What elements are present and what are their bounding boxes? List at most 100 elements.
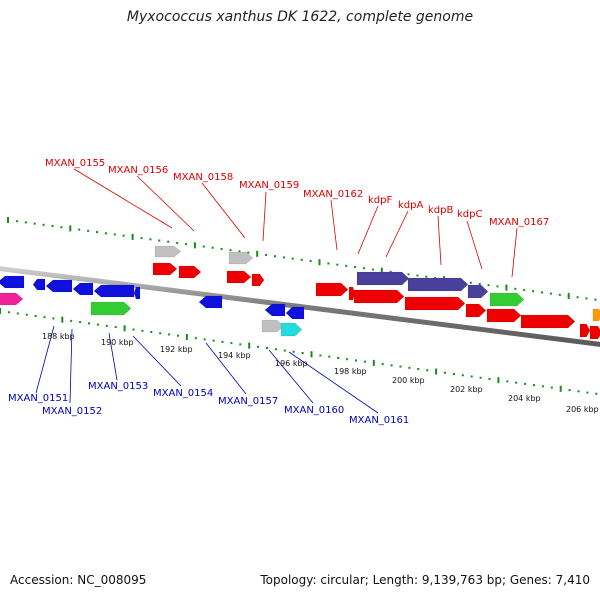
lower-ruler-minor-tick <box>328 355 331 358</box>
gene-grey-a[interactable] <box>154 245 182 258</box>
upper-ruler-minor-tick <box>87 229 90 232</box>
gene-mxan-0152[interactable] <box>45 279 73 293</box>
gene-label-mxan-0161[interactable]: MXAN_0161 <box>349 415 409 426</box>
lower-ruler-minor-tick <box>230 342 233 345</box>
lower-ruler-major-tick <box>0 308 1 314</box>
gene-label-mxan-0167[interactable]: MXAN_0167 <box>489 217 549 228</box>
lower-ruler-minor-tick <box>105 324 108 327</box>
gene-blue-b[interactable] <box>72 282 94 296</box>
upper-ruler-major-tick <box>193 242 196 249</box>
lower-ruler-major-tick <box>185 333 188 340</box>
gene-magenta[interactable] <box>0 292 24 306</box>
callout-mxan-0151 <box>35 325 55 394</box>
callout-mxan-0167 <box>511 227 518 278</box>
lower-ruler-minor-tick <box>203 338 206 341</box>
gene-label-mxan-0156[interactable]: MXAN_0156 <box>108 165 168 176</box>
lower-ruler-minor-tick <box>168 333 171 336</box>
upper-ruler-minor-tick <box>434 276 437 279</box>
gene-mxan-0157b[interactable] <box>285 306 305 320</box>
gene-kdpa[interactable] <box>407 277 469 292</box>
lower-ruler-minor-tick <box>541 385 544 388</box>
lower-ruler-major-tick <box>559 385 562 392</box>
gene-mxan-0157[interactable] <box>264 303 286 317</box>
map-title: Myxococcus xanthus DK 1622, complete gen… <box>126 9 474 25</box>
upper-ruler-minor-tick <box>487 284 490 287</box>
gene-kdp-red-3[interactable] <box>465 303 487 318</box>
accession-text: Accession: NC_008095 <box>10 573 147 587</box>
upper-ruler-minor-tick <box>478 282 481 285</box>
upper-ruler-minor-tick <box>309 260 312 263</box>
upper-ruler-minor-tick <box>291 257 294 260</box>
gene-blue-a[interactable] <box>0 275 25 289</box>
gene-grey-b[interactable] <box>228 251 254 265</box>
gene-label-mxan-0151[interactable]: MXAN_0151 <box>8 393 68 404</box>
gene-label-mxan-0162[interactable]: MXAN_0162 <box>303 189 363 200</box>
gene-mxan-0153[interactable] <box>93 284 135 298</box>
gene-label-mxan-0152[interactable]: MXAN_0152 <box>42 406 102 417</box>
gene-label-mxan-0158[interactable]: MXAN_0158 <box>173 172 233 183</box>
lower-ruler-major-tick <box>61 316 64 323</box>
gene-green-a[interactable] <box>90 301 132 316</box>
upper-ruler-minor-tick <box>496 285 499 288</box>
gene-mxan-0154[interactable] <box>198 295 223 309</box>
callout-mxan-0160 <box>268 349 314 404</box>
lower-ruler-minor-tick <box>515 381 518 384</box>
gene-kdpf-mark[interactable] <box>348 286 356 301</box>
lower-ruler-major-tick <box>248 342 251 349</box>
gene-blue-c[interactable] <box>133 286 141 300</box>
lower-ruler-minor-tick <box>141 329 144 332</box>
upper-ruler-minor-tick <box>549 292 552 295</box>
gene-kdpc[interactable] <box>489 292 525 307</box>
gene-label-mxan-0153[interactable]: MXAN_0153 <box>88 381 148 392</box>
lower-ruler-minor-tick <box>355 359 357 362</box>
lower-ruler-minor-tick <box>212 339 215 342</box>
gene-kdp-red-4[interactable] <box>486 308 522 323</box>
upper-ruler-major-tick <box>131 233 134 240</box>
lower-ruler-major-tick <box>310 351 313 358</box>
gene-kdp-red-1[interactable] <box>353 289 405 304</box>
lower-ruler-minor-tick <box>337 356 340 359</box>
callout-lines <box>35 168 518 414</box>
gene-mxan-0156[interactable] <box>178 265 202 279</box>
upper-ruler-minor-tick <box>202 245 205 248</box>
lower-ruler-minor-tick <box>452 372 455 375</box>
gene-label-kdpf[interactable]: kdpF <box>368 195 392 206</box>
callout-mxan-0158 <box>201 182 246 239</box>
genome-backbone <box>0 266 600 347</box>
gene-label-kdpc[interactable]: kdpC <box>457 209 482 220</box>
lower-ruler-minor-tick <box>470 375 473 378</box>
gene-label-kdpa[interactable]: kdpA <box>398 200 423 211</box>
gene-label-mxan-0160[interactable]: MXAN_0160 <box>284 405 344 416</box>
ruler-label-190: 190 kbp <box>101 338 134 347</box>
gene-mxan-0151[interactable] <box>32 278 46 291</box>
gene-kdp-red-2[interactable] <box>404 296 466 311</box>
gene-mxan-0158[interactable] <box>226 270 252 284</box>
gene-mxan-0155[interactable] <box>152 262 178 276</box>
gene-kdpb[interactable] <box>467 284 489 299</box>
gene-label-mxan-0155[interactable]: MXAN_0155 <box>45 158 105 169</box>
gene-mxan-0167[interactable] <box>520 314 576 329</box>
lower-ruler-minor-tick <box>150 330 153 333</box>
gene-kdpf[interactable] <box>356 271 410 286</box>
lower-ruler-minor-tick <box>274 348 277 351</box>
upper-ruler-minor-tick <box>176 241 179 244</box>
gene-red-edge-2[interactable] <box>589 325 600 340</box>
gene-mxan-0160[interactable] <box>280 322 303 337</box>
lower-ruler-minor-tick <box>34 314 37 317</box>
upper-ruler-minor-tick <box>220 247 223 250</box>
gene-red-edge[interactable] <box>579 323 591 338</box>
ruler-label-202: 202 kbp <box>450 385 483 394</box>
gene-label-mxan-0154[interactable]: MXAN_0154 <box>153 388 213 399</box>
gene-label-mxan-0157[interactable]: MXAN_0157 <box>218 396 278 407</box>
gene-label-mxan-0159[interactable]: MXAN_0159 <box>239 180 299 191</box>
upper-ruler-minor-tick <box>354 266 357 269</box>
gene-mxan-0159[interactable] <box>251 273 265 287</box>
gene-orange[interactable] <box>592 308 600 322</box>
ruler-label-204: 204 kbp <box>508 394 541 403</box>
gene-label-kdpb[interactable]: kdpB <box>428 205 453 216</box>
upper-ruler-major-tick <box>256 250 259 257</box>
ruler-label-196: 196 kbp <box>275 359 308 368</box>
gene-grey-c[interactable] <box>261 319 285 333</box>
lower-ruler-minor-tick <box>479 376 482 379</box>
gene-mxan-0162[interactable] <box>315 282 349 297</box>
